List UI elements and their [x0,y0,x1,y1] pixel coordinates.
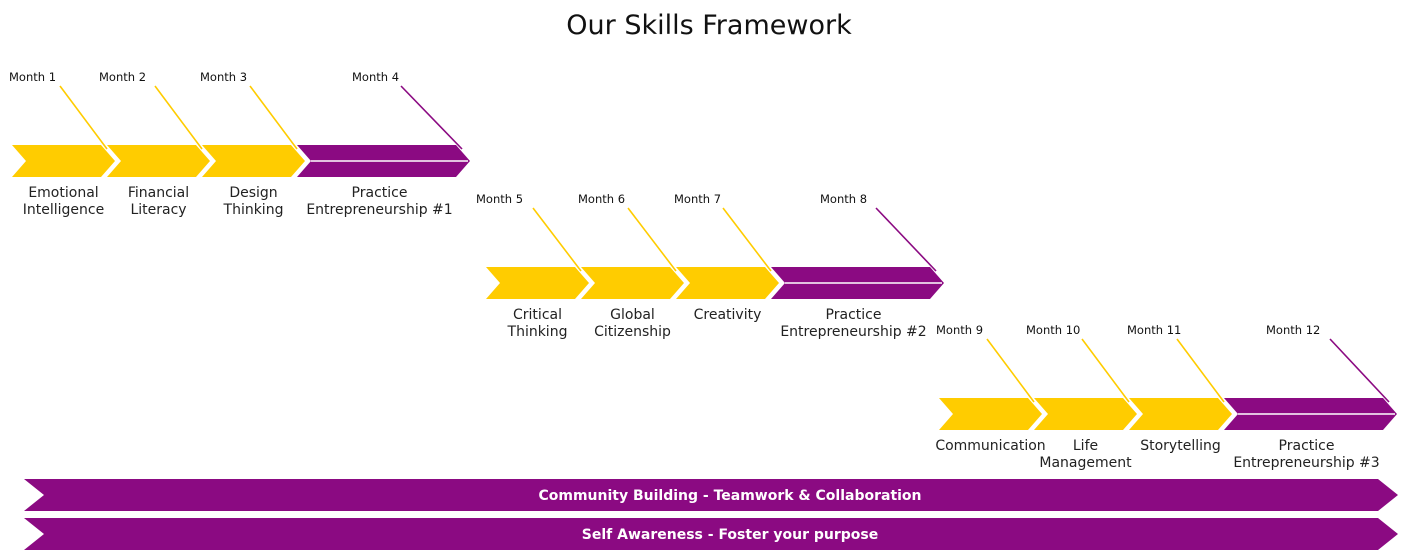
phases-group: Month 1 Emotional Intelligence Month 2 Finan… [9,70,1397,471]
step-month-5: Month 5 Critical Thinking [476,192,589,340]
chevron-arrow [202,145,305,177]
step-month-4: Month 4 Practice Entrepreneurship #1 [297,70,470,218]
chevron-arrow [12,145,115,177]
skill-label-line: Entrepreneurship #3 [1233,455,1379,471]
leader-line [532,207,582,272]
leader-line [1176,338,1225,403]
chevron-arrow [676,267,779,299]
skill-label: Practice Entrepreneurship #3 [1233,438,1379,471]
chevron-arrow [486,267,589,299]
month-label: Month 8 [820,192,867,206]
skill-label-line: Thinking [507,324,568,340]
skill-label-line: Communication [935,438,1045,454]
skill-label: Financial Literacy [128,185,189,218]
step-month-9: Month 9 Communication [935,323,1045,454]
month-label: Month 11 [1127,323,1181,337]
month-label: Month 9 [936,323,983,337]
skill-label: Communication [935,438,1045,454]
skill-label: Global Citizenship [594,307,671,340]
skill-label-line: Practice [1279,438,1335,454]
skill-label: Practice Entrepreneurship #2 [780,307,926,340]
skill-label: Critical Thinking [507,307,568,340]
step-month-8: Month 8 Practice Entrepreneurship #2 [771,192,944,340]
band-label: Self Awareness - Foster your purpose [582,527,878,543]
skill-label-line: Creativity [694,307,762,323]
band-arrow [24,518,1398,550]
leader-line [627,207,677,272]
skill-label-line: Entrepreneurship #2 [780,324,926,340]
leader-line [154,85,203,150]
month-label: Month 3 [200,70,247,84]
phase-2: Month 5 Critical Thinking Month 6 Global Citi… [476,192,944,340]
band-1: Community Building - Teamwork & Collabor… [24,479,1398,511]
month-label: Month 4 [352,70,399,84]
month-label: Month 2 [99,70,146,84]
phase-1: Month 1 Emotional Intelligence Month 2 Finan… [9,70,470,218]
skill-label: Emotional Intelligence [23,185,104,218]
skill-label-line: Critical [513,307,562,323]
step-month-1: Month 1 Emotional Intelligence [9,70,115,218]
leader-line [1329,338,1390,403]
step-month-11: Month 11 Storytelling [1127,323,1232,454]
leader-line [59,85,108,150]
month-label: Month 10 [1026,323,1080,337]
skill-label-line: Design [229,185,277,201]
step-month-7: Month 7 Creativity [674,192,779,323]
skill-label-line: Literacy [130,202,186,218]
skill-label-line: Citizenship [594,324,671,340]
chevron-arrow [939,398,1042,430]
month-label: Month 7 [674,192,721,206]
skill-label: Storytelling [1140,438,1221,454]
band-label: Community Building - Teamwork & Collabor… [538,488,921,504]
skill-label-line: Practice [352,185,408,201]
skill-label-line: Emotional [28,185,98,201]
skill-label: Design Thinking [223,185,284,218]
leader-line [875,207,937,272]
skill-label: Practice Entrepreneurship #1 [306,185,452,218]
skill-label-line: Storytelling [1140,438,1221,454]
step-month-3: Month 3 Design Thinking [200,70,305,218]
leader-line [986,338,1035,403]
month-label: Month 12 [1266,323,1320,337]
skill-label-line: Entrepreneurship #1 [306,202,452,218]
skill-label-line: Practice [826,307,882,323]
step-month-2: Month 2 Financial Literacy [99,70,210,218]
chevron-arrow [1034,398,1137,430]
leader-line [1081,338,1130,403]
month-label: Month 6 [578,192,625,206]
chevron-arrow [581,267,684,299]
step-month-12: Month 12 Practice Entrepreneurship #3 [1224,323,1397,471]
leader-line [722,207,772,272]
skill-label-line: Intelligence [23,202,104,218]
skill-label-line: Life [1073,438,1098,454]
bands-group: Community Building - Teamwork & Collabor… [24,479,1398,550]
band-arrow [24,479,1398,511]
step-month-10: Month 10 Life Management [1026,323,1137,471]
leader-line [249,85,298,150]
skill-label-line: Financial [128,185,189,201]
skill-label-line: Management [1039,455,1132,471]
chevron-arrow [1129,398,1232,430]
month-label: Month 5 [476,192,523,206]
skill-label-line: Thinking [223,202,284,218]
band-2: Self Awareness - Foster your purpose [24,518,1398,550]
skill-label: Life Management [1039,438,1132,471]
skill-label: Creativity [694,307,762,323]
month-label: Month 1 [9,70,56,84]
leader-line [400,85,463,150]
phase-3: Month 9 Communication Month 10 Life Manageme… [935,323,1397,471]
skill-label-line: Global [610,307,655,323]
chevron-arrow [107,145,210,177]
step-month-6: Month 6 Global Citizenship [578,192,684,340]
diagram-title: Our Skills Framework [566,10,852,41]
